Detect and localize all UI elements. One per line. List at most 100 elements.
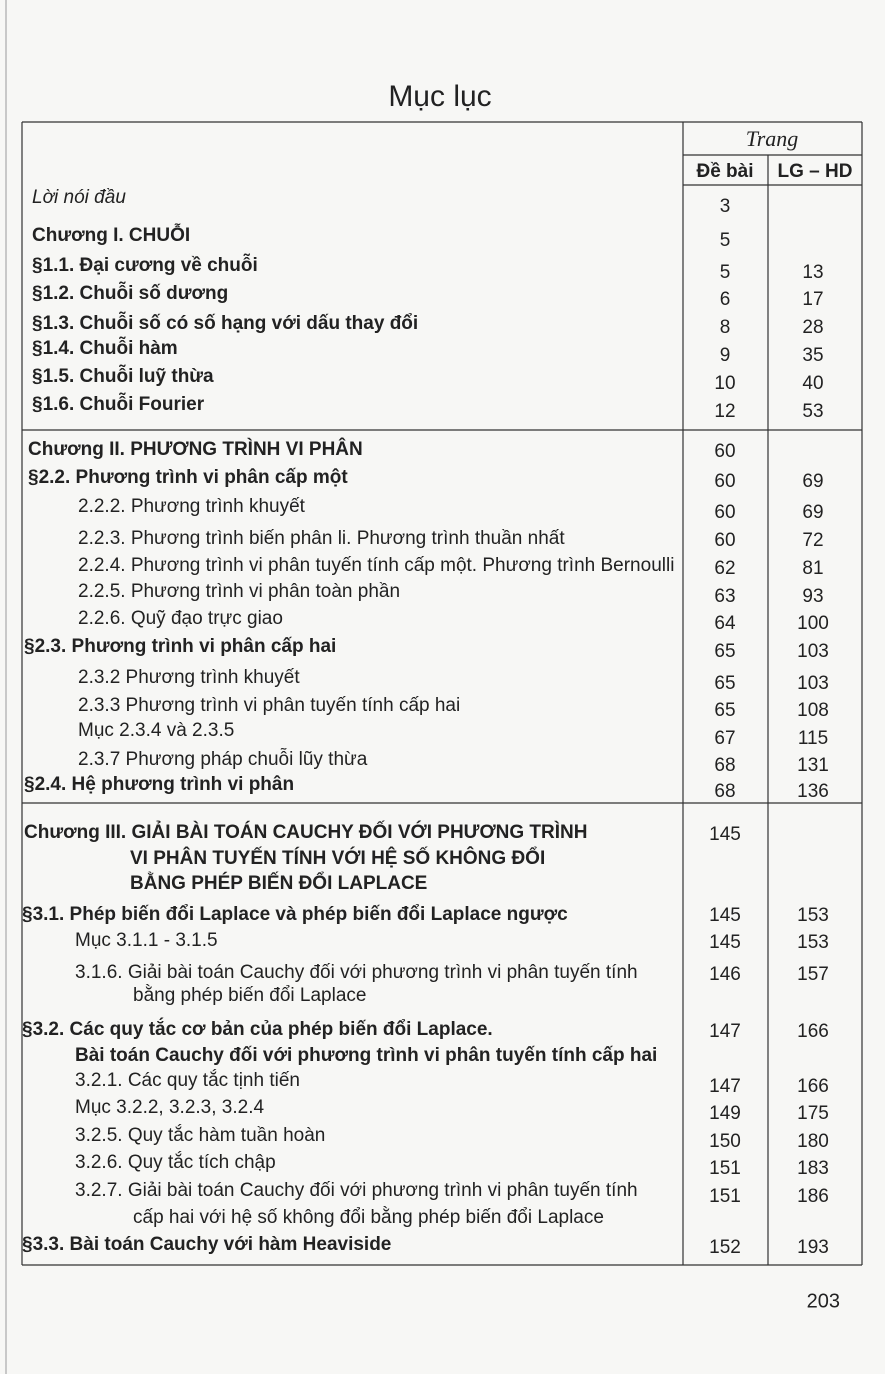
entry-text: 2.2.4. Phương trình vi phân tuyến tính c… <box>78 555 674 576</box>
exercise-page: 6 <box>720 289 731 310</box>
entry-text: 3.2.7. Giải bài toán Cauchy đối với phươ… <box>75 1180 638 1201</box>
entry-text: Chương III. GIẢI BÀI TOÁN CAUCHY ĐỐI VỚI… <box>24 821 587 843</box>
exercise-page: 68 <box>714 755 735 776</box>
entry-text: §1.1. Đại cương về chuỗi <box>32 254 258 276</box>
header-solution: LG – HD <box>778 161 853 182</box>
entry-text: Mục 3.1.1 - 3.1.5 <box>75 930 218 951</box>
table-frame <box>21 121 863 1266</box>
entry-text: Chương I. CHUỖI <box>32 224 190 246</box>
page-number: 203 <box>807 1290 840 1312</box>
entry-text: 2.2.3. Phương trình biến phân li. Phương… <box>78 528 565 549</box>
entry-text: Bài toán Cauchy đối với phương trình vi … <box>75 1045 657 1066</box>
solution-page: 180 <box>797 1131 829 1152</box>
solution-page: 93 <box>802 586 823 607</box>
entry-text: bằng phép biến đổi Laplace <box>133 984 366 1006</box>
solution-page: 81 <box>802 558 823 579</box>
exercise-page: 62 <box>714 558 735 579</box>
solution-page: 186 <box>797 1186 829 1207</box>
solution-page: 153 <box>797 905 829 926</box>
solution-page: 69 <box>802 471 823 492</box>
solution-page: 13 <box>802 262 823 283</box>
entry-text: VI PHÂN TUYẾN TÍNH VỚI HỆ SỐ KHÔNG ĐỔI <box>130 847 545 869</box>
solution-page: 40 <box>802 373 823 394</box>
exercise-page: 65 <box>714 700 735 721</box>
solution-page: 193 <box>797 1237 829 1258</box>
exercise-page: 63 <box>714 586 735 607</box>
exercise-page: 60 <box>714 530 735 551</box>
solution-page: 115 <box>798 728 828 749</box>
entry-text: §1.5. Chuỗi luỹ thừa <box>32 365 214 387</box>
title: Mục lục <box>388 80 491 113</box>
solution-page: 157 <box>797 964 829 985</box>
solution-page: 166 <box>797 1076 829 1097</box>
exercise-page: 147 <box>709 1021 741 1042</box>
entry-text: cấp hai với hệ số không đổi bằng phép bi… <box>133 1206 604 1228</box>
entry-text: §3.1. Phép biến đổi Laplace và phép biến… <box>22 904 568 925</box>
entry-text: 2.2.5. Phương trình vi phân toàn phần <box>78 581 400 602</box>
solution-page: 69 <box>802 502 823 523</box>
entry-text: 2.2.2. Phương trình khuyết <box>78 496 306 517</box>
solution-page: 53 <box>802 401 823 422</box>
exercise-page: 145 <box>709 932 741 953</box>
solution-page: 153 <box>797 932 829 953</box>
entry-text: §1.6. Chuỗi Fourier <box>32 393 205 415</box>
entry-text: 2.3.7 Phương pháp chuỗi lũy thừa <box>78 748 368 770</box>
entry-text: Chương II. PHƯƠNG TRÌNH VI PHÂN <box>28 438 363 460</box>
solution-page: 175 <box>797 1103 829 1124</box>
entry-text: 2.3.2 Phương trình khuyết <box>78 667 300 688</box>
exercise-page: 152 <box>709 1237 741 1258</box>
exercise-page: 68 <box>714 781 735 802</box>
entry-text: §3.2. Các quy tắc cơ bản của phép biến đ… <box>22 1018 493 1040</box>
exercise-page: 5 <box>720 230 731 251</box>
entry-text: 3.2.1. Các quy tắc tịnh tiến <box>75 1069 300 1091</box>
solution-page: 108 <box>797 700 829 721</box>
solution-page: 17 <box>802 289 823 310</box>
entry-text: 3.2.5. Quy tắc hàm tuần hoàn <box>75 1124 325 1146</box>
exercise-page: 3 <box>720 196 731 217</box>
exercise-page: 145 <box>709 824 741 845</box>
exercise-page: 150 <box>709 1131 741 1152</box>
entry-text: §1.3. Chuỗi số có số hạng với dấu thay đ… <box>32 312 418 334</box>
exercise-page: 151 <box>709 1186 741 1207</box>
exercise-page: 64 <box>714 613 736 634</box>
entry-text: Mục 2.3.4 và 2.3.5 <box>78 720 234 741</box>
solution-page: 100 <box>797 613 829 634</box>
exercise-page: 60 <box>714 441 735 462</box>
entry-text: 3.2.6. Quy tắc tích chập <box>75 1151 276 1173</box>
exercise-page: 145 <box>709 905 741 926</box>
solution-page: 131 <box>797 755 829 776</box>
exercise-page: 5 <box>720 262 731 283</box>
solution-page: 28 <box>802 317 823 338</box>
entry-text: §1.2. Chuỗi số dương <box>32 282 228 304</box>
exercise-page: 147 <box>709 1076 741 1097</box>
entry-text: Lời nói đầu <box>32 187 126 208</box>
entry-text: BẰNG PHÉP BIẾN ĐỔI LAPLACE <box>130 872 427 894</box>
exercise-page: 60 <box>714 502 735 523</box>
solution-page: 103 <box>797 641 829 662</box>
solution-page: 183 <box>797 1158 829 1179</box>
solution-page: 103 <box>797 673 829 694</box>
exercise-page: 65 <box>714 673 735 694</box>
entry-text: §2.4. Hệ phương trình vi phân <box>24 774 294 795</box>
entry-text: §3.3. Bài toán Cauchy với hàm Heaviside <box>22 1234 391 1255</box>
exercise-page: 9 <box>720 345 731 366</box>
exercise-page: 151 <box>709 1158 741 1179</box>
exercise-page: 67 <box>714 728 735 749</box>
solution-page: 72 <box>802 530 823 551</box>
entry-text: 2.2.6. Quỹ đạo trực giao <box>78 608 283 629</box>
header-exercise: Đề bài <box>696 161 753 182</box>
header-page: Trang <box>746 126 799 151</box>
exercise-page: 60 <box>714 471 735 492</box>
entry-text: 2.3.3 Phương trình vi phân tuyến tính cấ… <box>78 695 460 716</box>
exercise-page: 8 <box>720 317 731 338</box>
exercise-page: 146 <box>709 964 741 985</box>
solution-page: 35 <box>802 345 823 366</box>
entry-text: §2.2. Phương trình vi phân cấp một <box>28 467 348 488</box>
entry-text: §2.3. Phương trình vi phân cấp hai <box>24 636 336 657</box>
entry-text: 3.1.6. Giải bài toán Cauchy đối với phươ… <box>75 962 638 983</box>
solution-page: 166 <box>797 1021 829 1042</box>
entry-text: Mục 3.2.2, 3.2.3, 3.2.4 <box>75 1097 264 1118</box>
exercise-page: 149 <box>709 1103 741 1124</box>
